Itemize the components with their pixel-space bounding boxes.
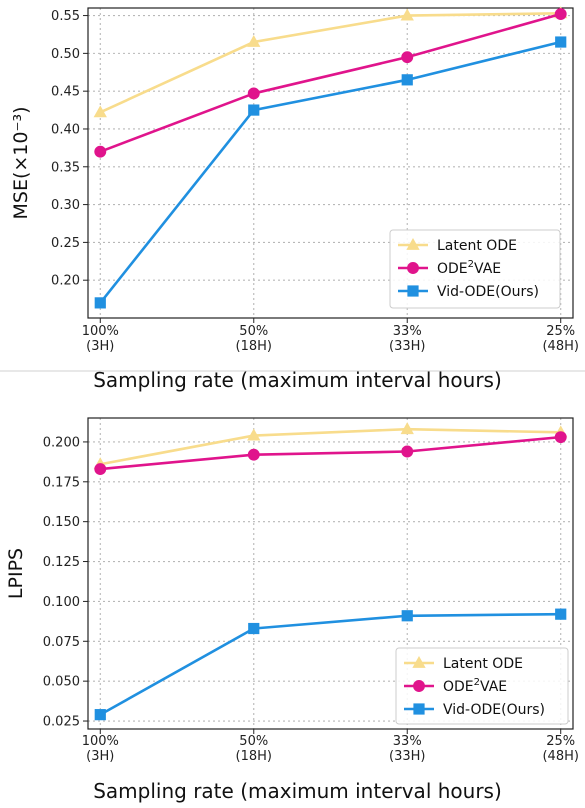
grid bbox=[88, 418, 573, 729]
legend-label: Vid-ODE(Ours) bbox=[443, 702, 545, 718]
x-tick-label: (48H) bbox=[542, 339, 578, 354]
y-axis-label: MSE(×10⁻³) bbox=[10, 106, 32, 219]
series-line bbox=[99, 12, 562, 153]
data-point bbox=[401, 74, 413, 86]
y-tick-label: 0.025 bbox=[43, 715, 80, 730]
data-point bbox=[247, 448, 260, 461]
y-tick-label: 0.100 bbox=[43, 595, 80, 610]
legend-label: Latent ODE bbox=[437, 238, 517, 254]
x-tick-label: (18H) bbox=[236, 749, 272, 764]
y-tick-label: 0.175 bbox=[43, 475, 80, 490]
x-tick-label: 25% bbox=[546, 734, 575, 749]
data-point bbox=[94, 709, 106, 721]
legend-label: ODE2VAE bbox=[437, 259, 501, 277]
x-tick-label: 50% bbox=[239, 324, 268, 339]
y-tick-label: 0.200 bbox=[43, 435, 80, 450]
series-circle bbox=[94, 431, 567, 475]
series-line bbox=[99, 612, 561, 716]
data-point bbox=[401, 51, 414, 64]
data-point bbox=[400, 8, 414, 21]
legend-marker bbox=[413, 680, 425, 692]
x-tick-label: 33% bbox=[393, 324, 422, 339]
data-point bbox=[554, 431, 567, 444]
y-tick-label: 0.050 bbox=[43, 675, 80, 690]
y-tick-label: 0.20 bbox=[51, 274, 80, 289]
data-point bbox=[247, 428, 261, 441]
legend-box bbox=[395, 647, 569, 725]
x-tick-label: 100% bbox=[82, 734, 119, 749]
legend: Latent ODE ODE2VAE Vid-ODE(Ours) bbox=[389, 229, 561, 309]
x-tick-label: (3H) bbox=[86, 339, 114, 354]
series-line bbox=[99, 40, 562, 304]
series-square bbox=[94, 36, 567, 309]
x-tick-label: (3H) bbox=[86, 749, 114, 764]
x-tick-label: 33% bbox=[393, 734, 422, 749]
legend-marker bbox=[406, 238, 420, 250]
data-point bbox=[94, 145, 107, 158]
legend-marker bbox=[407, 262, 419, 274]
chart-2: 0.025 0.050 0.075 0.100 0.125 0.150 0.175 0.200… bbox=[5, 417, 579, 803]
series-line bbox=[99, 11, 561, 114]
x-tick-label: 100% bbox=[82, 324, 119, 339]
chart-1: 0.20 0.25 0.30 0.35 0.40 0.45 0.50 0.55 100%(3H)… bbox=[10, 6, 579, 392]
data-point bbox=[94, 463, 107, 475]
y-tick-label: 0.40 bbox=[51, 122, 80, 137]
data-point bbox=[555, 36, 567, 48]
data-point bbox=[247, 87, 260, 100]
data-point bbox=[94, 297, 106, 309]
y-tick-label: 0.35 bbox=[51, 160, 80, 175]
y-tick-label: 0.30 bbox=[51, 198, 80, 213]
data-point bbox=[555, 608, 567, 620]
x-tick-label: (18H) bbox=[236, 339, 272, 354]
series-triangle bbox=[93, 6, 568, 118]
x-tick-label: (33H) bbox=[389, 749, 425, 764]
x-tick-label: 25% bbox=[546, 324, 575, 339]
x-tick-label: (48H) bbox=[542, 749, 578, 764]
y-tick-label: 0.125 bbox=[43, 555, 80, 570]
legend-marker bbox=[413, 703, 425, 715]
legend-label: Latent ODE bbox=[443, 656, 523, 672]
data-point bbox=[248, 622, 260, 635]
series-line bbox=[100, 435, 561, 471]
legend-label: ODE2VAE bbox=[443, 677, 507, 695]
x-tick-label: (33H) bbox=[389, 339, 425, 354]
series-square bbox=[94, 608, 567, 721]
y-tick-label: 0.25 bbox=[51, 236, 80, 251]
x-tick-label: 50% bbox=[239, 734, 268, 749]
data-point bbox=[401, 610, 413, 622]
legend-box bbox=[389, 229, 561, 309]
y-tick-label: 0.50 bbox=[51, 47, 80, 62]
plot-frame bbox=[87, 417, 574, 730]
plot-frame bbox=[87, 7, 574, 319]
series-circle bbox=[94, 8, 567, 158]
data-point bbox=[247, 35, 261, 47]
data-point bbox=[248, 104, 260, 116]
series-line bbox=[100, 427, 561, 466]
y-tick-label: 0.075 bbox=[43, 635, 80, 650]
legend-marker bbox=[407, 285, 419, 297]
x-axis-label: Sampling rate (maximum interval hours) bbox=[93, 779, 502, 803]
data-point bbox=[401, 445, 414, 458]
y-tick-label: 0.55 bbox=[51, 9, 80, 24]
data-point bbox=[554, 8, 567, 20]
data-point bbox=[93, 105, 107, 118]
legend-label: Vid-ODE(Ours) bbox=[437, 284, 539, 300]
y-tick-label: 0.45 bbox=[51, 85, 80, 100]
y-tick-label: 0.150 bbox=[43, 515, 80, 530]
legend-marker bbox=[412, 656, 426, 668]
y-axis-label: LPIPS bbox=[5, 548, 27, 599]
data-point bbox=[400, 422, 414, 435]
legend: Latent ODE ODE2VAE Vid-ODE(Ours) bbox=[395, 647, 569, 725]
x-axis-label: Sampling rate (maximum interval hours) bbox=[93, 368, 502, 392]
